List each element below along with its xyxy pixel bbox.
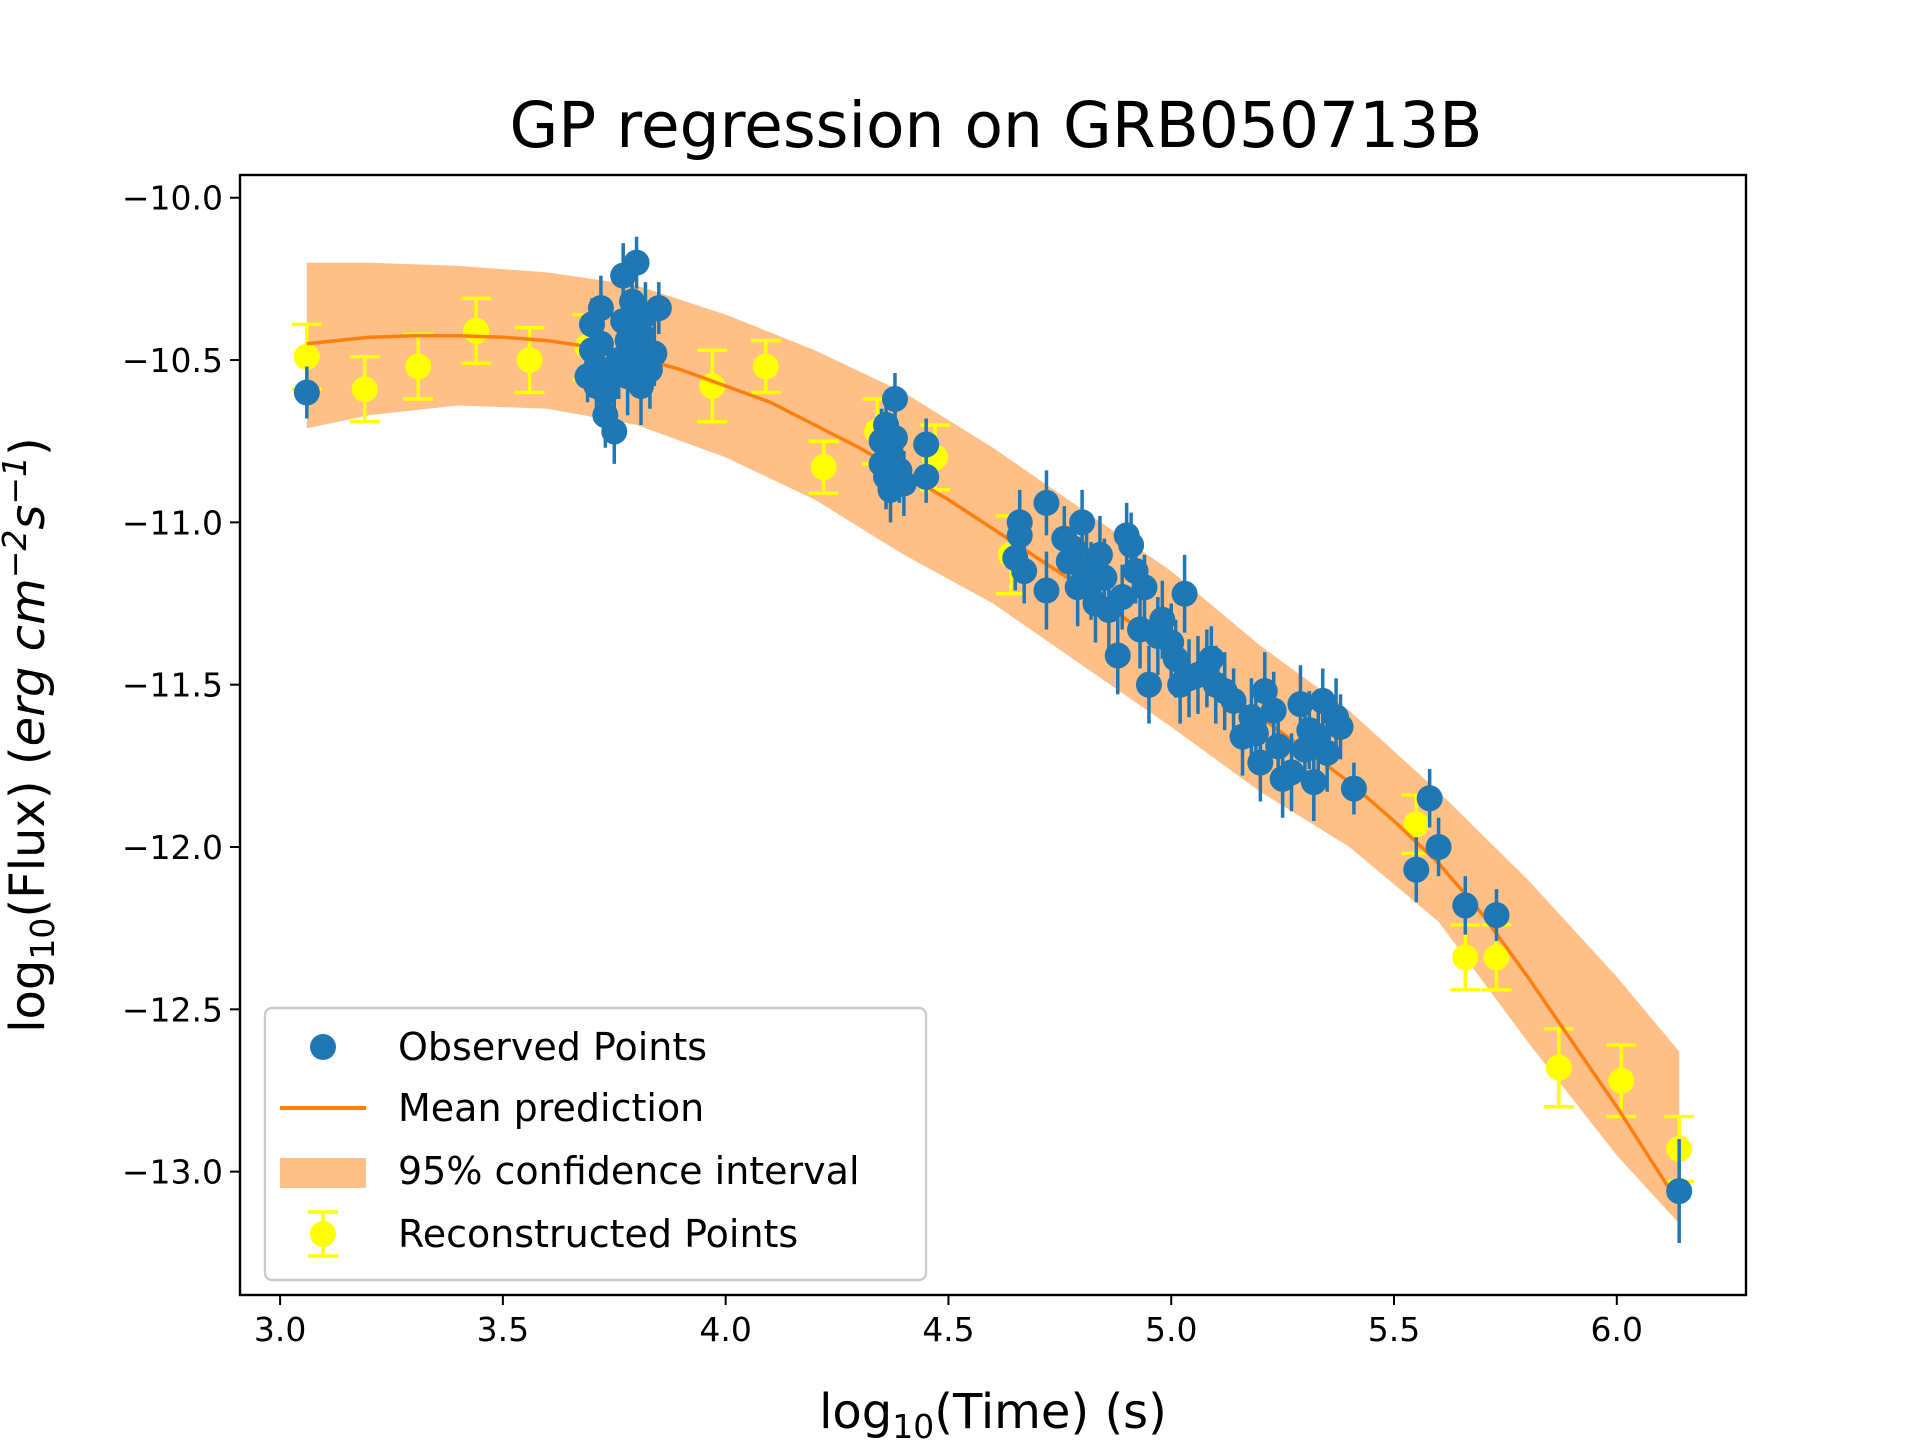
axes-frame: [238, 173, 1748, 1297]
x-tick-label: 5.0: [1145, 1310, 1197, 1349]
legend-reconstructed-label: Reconstructed Points: [398, 1212, 798, 1256]
observed-point: [1171, 554, 1198, 633]
x-tick-label: 3.5: [477, 1310, 529, 1349]
observed-point: [1327, 694, 1354, 760]
y-tick-label: −11.5: [122, 666, 223, 705]
y-tick-label: −10.0: [122, 179, 223, 218]
observed-point: [623, 236, 650, 289]
y-axis-label: log10(Flux) (erg cm−2s−1): [0, 437, 62, 1033]
confidence-band: [306, 262, 1680, 1224]
x-tick-label: 6.0: [1591, 1310, 1643, 1349]
observed-point: [890, 450, 917, 516]
observed-point: [1416, 769, 1443, 828]
legend-mean-label: Mean prediction: [398, 1086, 704, 1130]
observed-point: [1069, 489, 1096, 555]
legend: Observed Points Mean prediction 95% conf…: [263, 1006, 928, 1282]
x-axis-label: log10(Time) (s): [819, 1384, 1167, 1440]
y-tick-label: −12.0: [122, 828, 223, 867]
x-axis-ticks: 3.0 3.5 4.0 4.5 5.0 5.5 6.0: [254, 1295, 1643, 1349]
observed-point: [1340, 762, 1367, 815]
observed-point: [293, 366, 320, 419]
chart-title: GP regression on GRB050713B: [509, 89, 1482, 162]
reconstructed-point: [349, 355, 380, 424]
observed-point: [1131, 554, 1158, 620]
y-tick-label: −10.5: [122, 341, 223, 380]
observed-point: [1104, 616, 1131, 695]
observed-point: [645, 282, 672, 335]
observed-point: [587, 311, 614, 377]
legend-band-swatch: [280, 1158, 366, 1188]
legend-band-label: 95% confidence interval: [398, 1149, 860, 1193]
x-tick-label: 4.0: [699, 1310, 751, 1349]
observed-point: [1403, 837, 1430, 903]
observed-point: [1425, 817, 1452, 877]
y-tick-label: −12.5: [122, 990, 223, 1029]
observed-point: [1033, 551, 1060, 630]
reconstructed-point: [808, 439, 839, 495]
observed-point: [1135, 645, 1162, 724]
reconstructed-point: [403, 332, 434, 401]
plot-area: [291, 236, 1695, 1244]
x-tick-label: 3.0: [254, 1310, 306, 1349]
observed-point: [1300, 743, 1327, 822]
y-axis-ticks: −10.0 −10.5 −11.0 −11.5 −12.0 −12.5 −13.0: [122, 179, 240, 1192]
x-tick-label: 5.5: [1368, 1310, 1420, 1349]
y-tick-label: −11.0: [122, 503, 223, 542]
reconstructed-point: [1450, 923, 1481, 992]
observed-point: [1452, 876, 1479, 935]
legend-box: [263, 1006, 928, 1282]
y-tick-label: −13.0: [122, 1153, 223, 1192]
observed-point: [1006, 502, 1033, 568]
observed-point: [601, 399, 628, 464]
observed-point: [1247, 723, 1274, 802]
observed-point: [1011, 538, 1038, 604]
observed-point: [1666, 1139, 1693, 1244]
observed-point: [1220, 668, 1247, 734]
x-tick-label: 4.5: [922, 1310, 974, 1349]
observed-point: [1109, 564, 1136, 630]
legend-observed-label: Observed Points: [398, 1025, 707, 1069]
observed-point: [1033, 470, 1060, 536]
observed-point: [641, 321, 668, 387]
reconstructed-point: [750, 338, 781, 395]
legend-reconstructed-marker: [308, 1210, 338, 1258]
legend-observed-marker: [310, 1034, 336, 1060]
observed-point: [1278, 733, 1305, 812]
observed-point: [913, 450, 940, 503]
reconstructed-point: [1543, 1027, 1574, 1109]
observed-point: [1483, 889, 1510, 942]
observed-point: [1314, 713, 1341, 792]
